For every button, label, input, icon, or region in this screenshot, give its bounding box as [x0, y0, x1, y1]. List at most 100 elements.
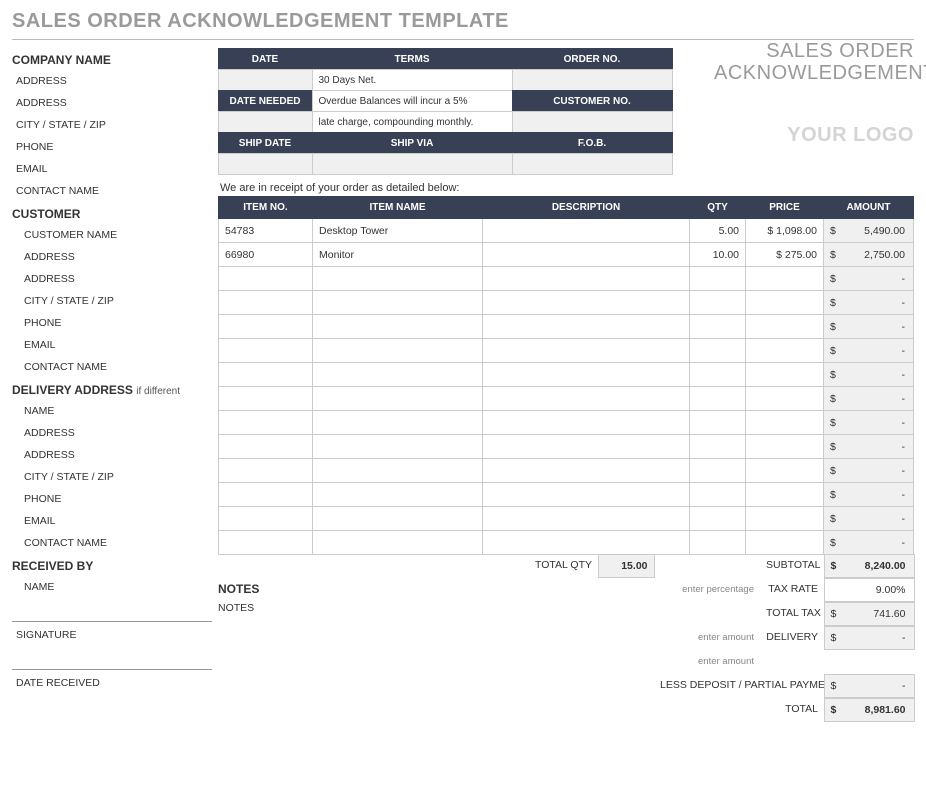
cell-price[interactable] — [746, 339, 824, 363]
cell-qty[interactable] — [690, 531, 746, 555]
cell-description[interactable] — [483, 267, 690, 291]
cell-price[interactable] — [746, 531, 824, 555]
cell-itemno[interactable] — [219, 315, 313, 339]
cell-itemno[interactable] — [219, 363, 313, 387]
cell-price[interactable]: $ 1,098.00 — [746, 219, 824, 243]
meta-shipdate-value[interactable] — [218, 153, 313, 175]
cell-itemno[interactable]: 54783 — [219, 219, 313, 243]
meta-fob-value[interactable] — [512, 153, 673, 175]
meta-date-value[interactable] — [218, 69, 313, 91]
cell-description[interactable] — [483, 315, 690, 339]
cell-description[interactable] — [483, 411, 690, 435]
meta-orderno-value[interactable] — [512, 69, 673, 91]
cell-qty[interactable] — [690, 291, 746, 315]
cell-itemname[interactable] — [313, 531, 483, 555]
col-price: PRICE — [746, 197, 824, 219]
cell-price[interactable] — [746, 459, 824, 483]
cell-price[interactable] — [746, 315, 824, 339]
cell-itemname[interactable] — [313, 411, 483, 435]
taxrate-value[interactable]: 9.00% — [824, 578, 915, 602]
cell-price[interactable] — [746, 363, 824, 387]
cell-qty[interactable] — [690, 483, 746, 507]
cell-description[interactable] — [483, 483, 690, 507]
table-row: $- — [219, 363, 914, 387]
cell-itemno[interactable] — [219, 483, 313, 507]
table-row: $- — [219, 315, 914, 339]
cell-itemname[interactable]: Desktop Tower — [313, 219, 483, 243]
cell-itemno[interactable] — [219, 339, 313, 363]
cell-price[interactable] — [746, 411, 824, 435]
cell-itemno[interactable] — [219, 435, 313, 459]
field-label: PHONE — [12, 312, 212, 334]
cell-itemname[interactable] — [313, 315, 483, 339]
delivery-value[interactable]: $- — [824, 626, 915, 650]
cell-price[interactable] — [746, 387, 824, 411]
cell-description[interactable] — [483, 291, 690, 315]
cell-description[interactable] — [483, 363, 690, 387]
cell-description[interactable] — [483, 387, 690, 411]
cell-itemno[interactable] — [219, 459, 313, 483]
cell-itemname[interactable] — [313, 291, 483, 315]
cell-amount: $- — [824, 339, 914, 363]
cell-qty[interactable] — [690, 459, 746, 483]
cell-itemname[interactable] — [313, 459, 483, 483]
total-qty-label: TOTAL QTY — [218, 554, 598, 578]
cell-description[interactable] — [483, 459, 690, 483]
cell-itemname[interactable] — [313, 363, 483, 387]
cell-price[interactable] — [746, 435, 824, 459]
cell-description[interactable] — [483, 435, 690, 459]
cell-amount: $- — [824, 459, 914, 483]
meta-dateneeded-value[interactable] — [218, 111, 313, 133]
page-title: SALES ORDER ACKNOWLEDGEMENT TEMPLATE — [12, 10, 914, 40]
cell-itemname[interactable] — [313, 339, 483, 363]
cell-qty[interactable]: 10.00 — [690, 243, 746, 267]
meta-customerno-value[interactable] — [512, 111, 673, 133]
cell-price[interactable] — [746, 483, 824, 507]
table-row: 66980Monitor10.00$ 275.00$2,750.00 — [219, 243, 914, 267]
date-received-label: DATE RECEIVED — [12, 672, 212, 694]
cell-itemname[interactable]: Monitor — [313, 243, 483, 267]
cell-price[interactable] — [746, 267, 824, 291]
cell-qty[interactable] — [690, 315, 746, 339]
cell-itemno[interactable] — [219, 387, 313, 411]
cell-price[interactable] — [746, 507, 824, 531]
cell-qty[interactable] — [690, 363, 746, 387]
cell-qty[interactable]: 5.00 — [690, 219, 746, 243]
cell-qty[interactable] — [690, 339, 746, 363]
cell-amount: $- — [824, 291, 914, 315]
cell-qty[interactable] — [690, 387, 746, 411]
cell-amount: $- — [824, 363, 914, 387]
cell-itemname[interactable] — [313, 507, 483, 531]
logo-placeholder: YOUR LOGO — [714, 124, 914, 147]
cell-description[interactable] — [483, 219, 690, 243]
cell-itemname[interactable] — [313, 435, 483, 459]
cell-qty[interactable] — [690, 267, 746, 291]
cell-itemno[interactable] — [219, 411, 313, 435]
receipt-line: We are in receipt of your order as detai… — [218, 176, 914, 196]
cell-price[interactable]: $ 275.00 — [746, 243, 824, 267]
cell-itemno[interactable] — [219, 507, 313, 531]
meta-shipvia-value[interactable] — [312, 153, 513, 175]
cell-itemname[interactable] — [313, 267, 483, 291]
cell-itemname[interactable] — [313, 483, 483, 507]
cell-itemno[interactable] — [219, 531, 313, 555]
meta-terms-line2: Overdue Balances will incur a 5% — [312, 90, 513, 112]
cell-itemname[interactable] — [313, 387, 483, 411]
meta-terms-header: TERMS — [312, 48, 513, 70]
col-itemno: ITEM NO. — [219, 197, 313, 219]
cell-description[interactable] — [483, 339, 690, 363]
cell-description[interactable] — [483, 531, 690, 555]
cell-qty[interactable] — [690, 411, 746, 435]
cell-itemno[interactable] — [219, 291, 313, 315]
cell-description[interactable] — [483, 243, 690, 267]
less-value[interactable]: $- — [824, 674, 915, 698]
cell-qty[interactable] — [690, 507, 746, 531]
cell-price[interactable] — [746, 291, 824, 315]
table-row: 54783Desktop Tower5.00$ 1,098.00$5,490.0… — [219, 219, 914, 243]
cell-itemno[interactable] — [219, 267, 313, 291]
cell-qty[interactable] — [690, 435, 746, 459]
field-label: PHONE — [12, 488, 212, 510]
cell-description[interactable] — [483, 507, 690, 531]
cell-itemno[interactable]: 66980 — [219, 243, 313, 267]
field-label: CONTACT NAME — [12, 356, 212, 378]
